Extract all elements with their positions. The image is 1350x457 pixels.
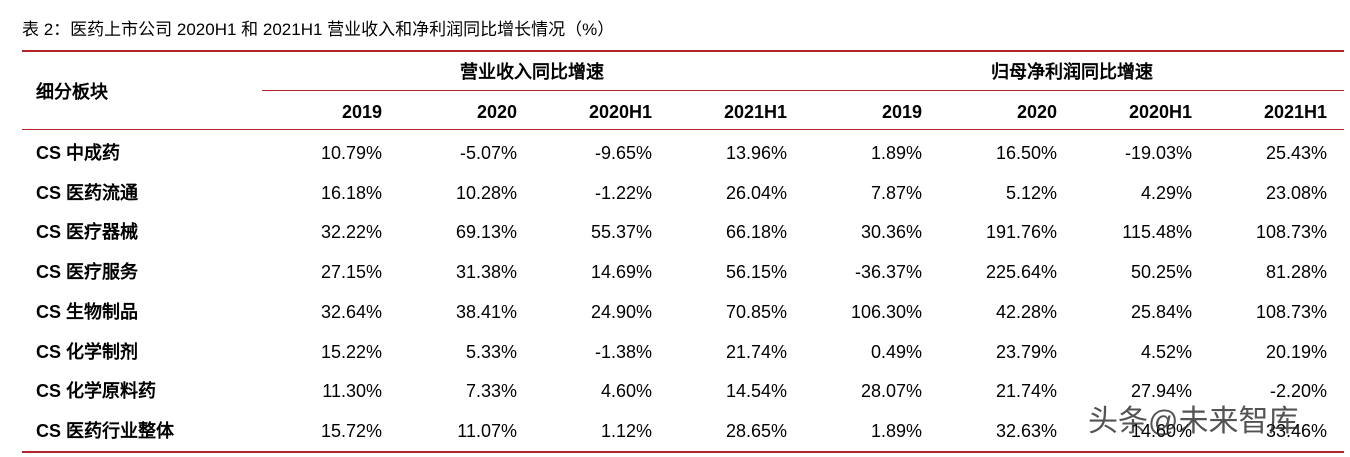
cell: -36.37% [854,262,922,283]
cell: 81.28% [1265,262,1327,283]
cell: -19.03% [1124,143,1192,163]
cell: 5.33% [465,341,517,362]
cell: 225.64% [985,262,1057,283]
column-header: 2020 [1016,102,1057,122]
cell: 25.43% [1265,143,1327,163]
cell: 4.52% [1140,341,1192,362]
cell: 70.85% [725,301,787,322]
cell: 10.28% [455,182,517,203]
row-label: CS 化学制剂 [36,341,139,362]
cell: 7.33% [465,381,517,402]
cell: 21.74% [725,341,787,362]
cell: 4.29% [1140,182,1192,203]
cell: 10.79% [320,143,382,163]
cell: 66.18% [725,222,787,243]
watermark: 头条@未来智库 [1088,405,1299,438]
cell: 33.46% [1265,420,1327,441]
row-label: CS 医疗器械 [36,222,139,243]
cell: 13.96% [725,143,787,163]
cell: 11.30% [322,381,382,402]
cell: 23.08% [1265,182,1327,203]
column-header: 2020H1 [588,102,652,122]
cell: 55.37% [590,222,652,243]
cell: 28.07% [860,381,922,402]
cell: -1.38% [594,341,652,362]
cell: -5.07% [459,143,517,163]
row-label: CS 医药流通 [36,182,139,203]
cell: 14.60% [1130,420,1192,441]
cell: 106.30% [850,301,922,322]
corner-header: 细分板块 [36,82,108,102]
column-header: 2019 [881,102,922,122]
column-header: 2019 [341,102,382,122]
group-rule [262,90,1344,91]
cell: 69.13% [455,222,517,243]
row-label: CS 生物制品 [36,301,139,322]
cell: 32.63% [995,420,1057,441]
cell: 108.73% [1255,222,1327,243]
cell: 28.65% [725,420,787,441]
cell: -2.20% [1269,381,1327,402]
group-header: 营业收入同比增速 [460,62,604,82]
cell: 108.73% [1255,301,1327,322]
cell: 30.36% [860,222,922,243]
row-label: CS 中成药 [36,143,121,163]
cell: 32.22% [320,222,382,243]
group-header: 归母净利润同比增速 [991,62,1153,82]
cell: 20.19% [1265,341,1327,362]
cell: 191.76% [985,222,1057,243]
cell: 14.69% [590,262,652,283]
cell: 5.12% [1005,182,1057,203]
cell: 26.04% [725,182,787,203]
cell: 23.79% [995,341,1057,362]
cell: 0.49% [870,341,922,362]
row-label: CS 医疗服务 [36,262,139,283]
cell: 56.15% [725,262,787,283]
column-header: 2020 [476,102,517,122]
bottom-rule [22,451,1344,453]
cell: 1.12% [600,420,652,441]
cell: 38.41% [455,301,517,322]
cell: 27.15% [320,262,382,283]
cell: 11.07% [457,420,517,441]
table-title: 表 2：医药上市公司 2020H1 和 2021H1 营业收入和净利润同比增长情… [22,20,615,39]
cell: 31.38% [455,262,517,283]
cell: 7.87% [870,182,922,203]
cell: 32.64% [320,301,382,322]
column-header: 2021H1 [723,102,787,122]
cell: 1.89% [870,420,922,441]
cell: -9.65% [594,143,652,163]
cell: 50.25% [1130,262,1192,283]
cell: 1.89% [870,143,922,163]
cell: 14.54% [725,381,787,402]
cell: 16.50% [995,143,1057,163]
column-header: 2021H1 [1263,102,1327,122]
column-header: 2020H1 [1128,102,1192,122]
row-label: CS 医药行业整体 [36,420,175,441]
cell: 42.28% [995,301,1057,322]
cell: 115.48% [1122,222,1192,243]
cell: 4.60% [600,381,652,402]
cell: 15.72% [320,420,382,441]
cell: 27.94% [1130,381,1192,402]
header-rule [22,129,1344,130]
cell: 16.18% [320,182,382,203]
cell: 15.22% [320,341,382,362]
cell: 25.84% [1130,301,1192,322]
cell: 24.90% [590,301,652,322]
row-label: CS 化学原料药 [36,381,157,402]
cell: -1.22% [594,182,652,203]
top-rule [22,50,1344,52]
cell: 21.74% [995,381,1057,402]
